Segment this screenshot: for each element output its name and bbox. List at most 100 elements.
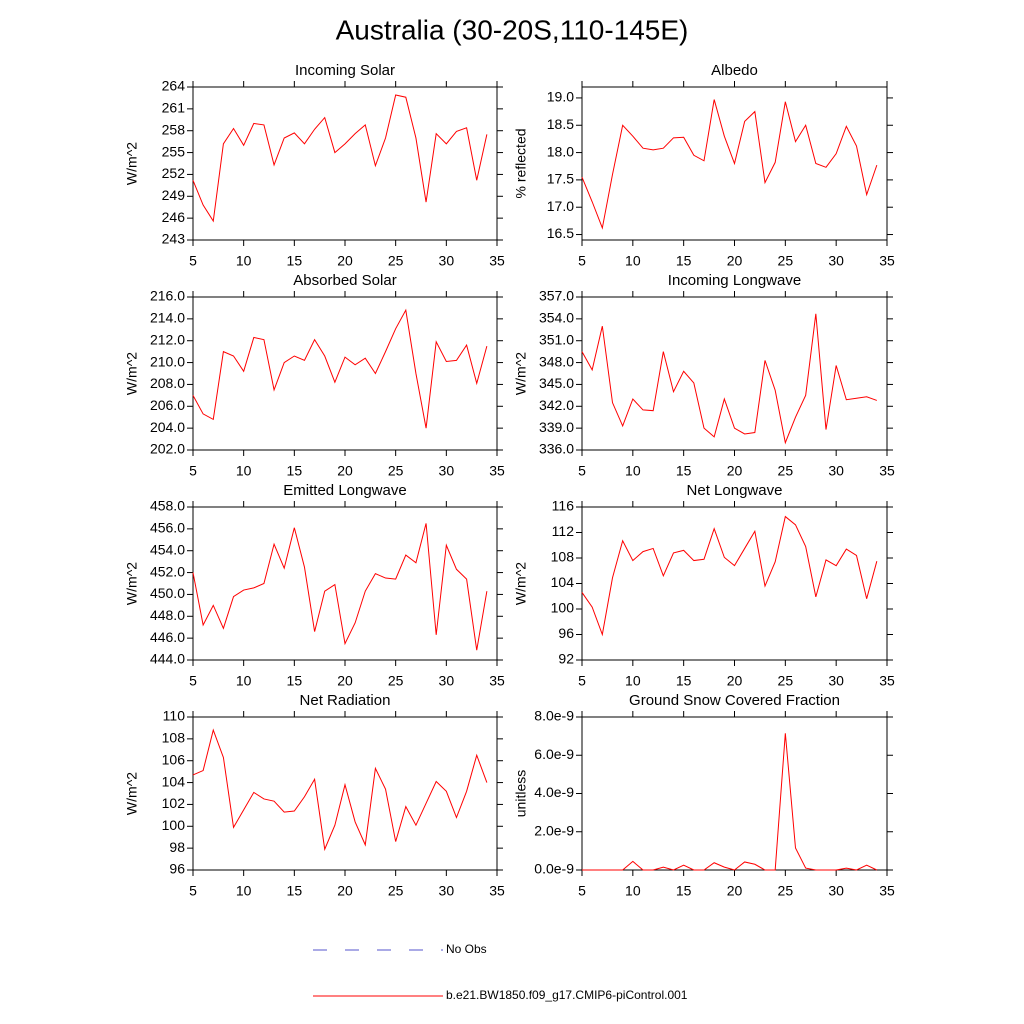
y-tick-label: 264 <box>162 78 186 94</box>
x-tick-label: 5 <box>578 253 586 269</box>
y-axis-label: % reflected <box>513 128 529 198</box>
x-tick-label: 35 <box>489 253 505 269</box>
plot-frame <box>581 716 888 871</box>
y-tick-label: 104 <box>551 574 575 590</box>
y-tick-label: 102 <box>162 795 186 811</box>
data-line <box>192 728 488 852</box>
panel-title: Ground Snow Covered Fraction <box>629 692 840 709</box>
plot-frame <box>192 86 498 241</box>
x-tick-label: 30 <box>828 463 844 479</box>
x-tick-label: 35 <box>879 463 895 479</box>
y-tick-label: 456.0 <box>150 520 185 536</box>
x-tick-label: 30 <box>828 253 844 269</box>
panel-title: Net Longwave <box>687 482 783 499</box>
y-tick-label: 96 <box>558 625 574 641</box>
y-tick-label: 110 <box>163 708 186 724</box>
x-tick-label: 5 <box>578 463 586 479</box>
x-tick-label: 15 <box>676 673 692 689</box>
x-tick-label: 10 <box>625 253 641 269</box>
x-tick-label: 35 <box>879 673 895 689</box>
y-tick-label: 246 <box>162 209 186 225</box>
y-tick-label: 202.0 <box>150 441 185 457</box>
x-tick-label: 35 <box>879 883 895 899</box>
data-line <box>192 523 488 651</box>
y-tick-label: 255 <box>162 143 186 159</box>
x-tick-label: 5 <box>189 673 197 689</box>
y-tick-label: 444.0 <box>150 651 185 667</box>
x-tick-label: 5 <box>189 883 197 899</box>
y-tick-label: 17.0 <box>547 198 574 214</box>
y-tick-label: 18.0 <box>547 143 574 159</box>
plot-frame <box>581 506 888 661</box>
y-axis-label: W/m^2 <box>124 142 140 185</box>
x-tick-label: 20 <box>337 463 353 479</box>
y-tick-label: 243 <box>162 231 186 247</box>
x-tick-label: 10 <box>236 883 252 899</box>
y-tick-label: 458.0 <box>150 498 185 514</box>
x-tick-label: 35 <box>489 883 505 899</box>
panel-title: Incoming Solar <box>295 62 395 79</box>
x-tick-label: 20 <box>727 253 743 269</box>
y-tick-label: 357.0 <box>539 288 574 304</box>
y-tick-label: 452.0 <box>150 563 185 579</box>
y-tick-label: 106 <box>162 751 186 767</box>
x-tick-label: 20 <box>337 883 353 899</box>
x-tick-label: 15 <box>287 673 303 689</box>
x-tick-label: 35 <box>489 673 505 689</box>
x-tick-label: 10 <box>236 253 252 269</box>
x-tick-label: 25 <box>778 673 794 689</box>
y-tick-label: 345.0 <box>539 375 574 391</box>
panel-title: Emitted Longwave <box>283 482 406 499</box>
y-axis-label: W/m^2 <box>124 772 140 815</box>
data-line <box>582 733 878 871</box>
y-tick-label: 98 <box>169 839 185 855</box>
x-tick-label: 10 <box>625 883 641 899</box>
x-tick-label: 30 <box>439 463 455 479</box>
x-tick-label: 20 <box>727 883 743 899</box>
x-tick-label: 25 <box>778 253 794 269</box>
x-tick-label: 20 <box>727 463 743 479</box>
x-tick-label: 10 <box>625 673 641 689</box>
x-tick-label: 5 <box>578 673 586 689</box>
y-tick-label: 351.0 <box>539 331 574 347</box>
y-tick-label: 108 <box>162 730 186 746</box>
y-tick-label: 100 <box>551 600 575 616</box>
y-tick-label: 17.5 <box>547 171 574 187</box>
y-tick-label: 8.0e-9 <box>534 708 574 724</box>
y-tick-label: 252 <box>162 165 186 181</box>
panel-title: Albedo <box>711 62 758 79</box>
y-tick-label: 212.0 <box>150 331 185 347</box>
y-tick-label: 336.0 <box>539 441 574 457</box>
x-tick-label: 20 <box>337 673 353 689</box>
x-tick-label: 25 <box>778 463 794 479</box>
legend-label: No Obs <box>446 942 487 956</box>
y-tick-label: 214.0 <box>150 310 185 326</box>
x-tick-label: 15 <box>676 253 692 269</box>
y-tick-label: 96 <box>169 861 185 877</box>
x-tick-label: 25 <box>388 253 404 269</box>
plot-frame <box>192 296 498 451</box>
x-tick-label: 15 <box>287 883 303 899</box>
x-tick-label: 25 <box>778 883 794 899</box>
y-tick-label: 258 <box>162 121 186 137</box>
y-axis-label: W/m^2 <box>124 562 140 605</box>
x-tick-label: 5 <box>189 463 197 479</box>
y-tick-label: 354.0 <box>539 310 574 326</box>
y-tick-label: 208.0 <box>150 375 185 391</box>
y-tick-label: 206.0 <box>150 397 185 413</box>
y-tick-label: 6.0e-9 <box>534 746 574 762</box>
data-line <box>192 94 488 223</box>
x-tick-label: 20 <box>727 673 743 689</box>
y-tick-label: 116 <box>552 498 575 514</box>
x-tick-label: 5 <box>189 253 197 269</box>
x-tick-label: 30 <box>439 673 455 689</box>
x-tick-label: 25 <box>388 673 404 689</box>
x-tick-label: 15 <box>287 253 303 269</box>
y-tick-label: 92 <box>558 651 574 667</box>
y-tick-label: 16.5 <box>547 225 574 241</box>
y-tick-label: 0.0e-9 <box>534 861 574 877</box>
y-tick-label: 450.0 <box>150 585 185 601</box>
y-axis-label: W/m^2 <box>513 352 529 395</box>
y-tick-label: 261 <box>162 100 186 116</box>
